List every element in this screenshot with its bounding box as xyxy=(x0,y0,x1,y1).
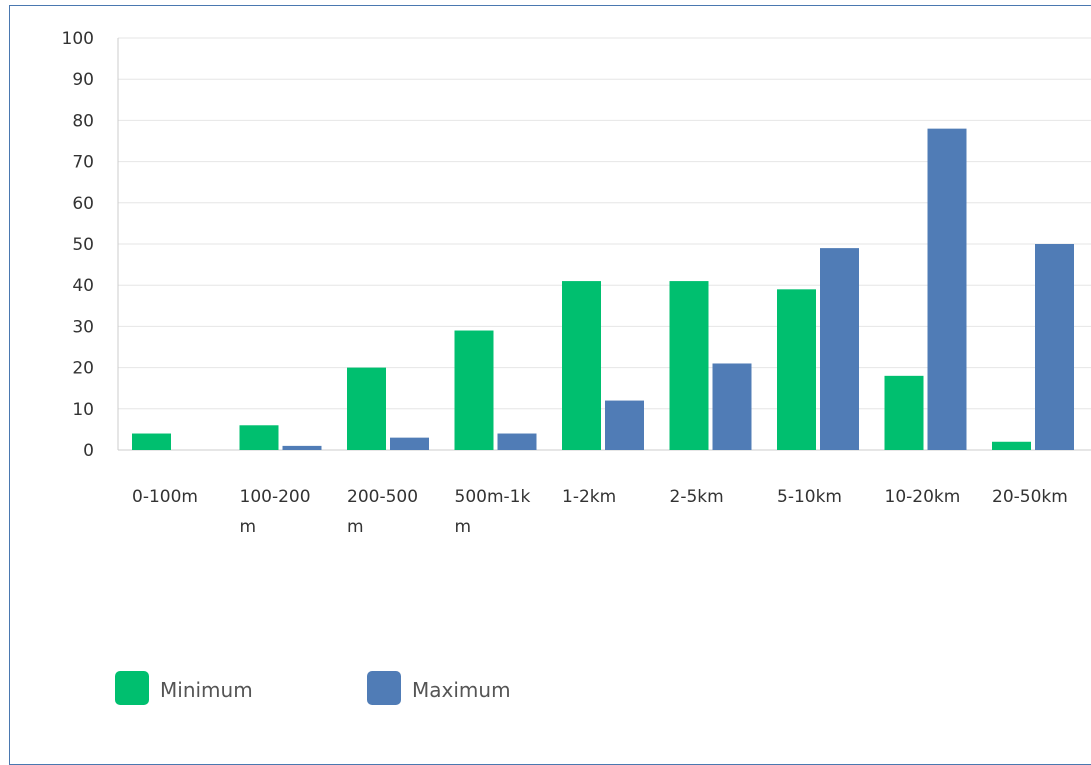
bar-minimum-10-20km[interactable] xyxy=(884,375,924,450)
bars xyxy=(132,128,1074,450)
y-tick-label: 0 xyxy=(83,441,94,461)
y-tick-label: 60 xyxy=(72,194,94,214)
grid-lines xyxy=(117,37,1091,451)
x-tick-label: 10-20km xyxy=(885,487,961,507)
bar-maximum-20-50km[interactable] xyxy=(1035,244,1074,450)
y-tick-label: 100 xyxy=(62,29,94,49)
y-tick-label: 10 xyxy=(72,400,94,420)
bar-maximum-500m-1km[interactable] xyxy=(497,433,537,450)
y-tick-label: 90 xyxy=(72,70,94,90)
bar-maximum-1-2km[interactable] xyxy=(605,400,644,450)
y-tick-label: 20 xyxy=(72,359,94,379)
bar-chart: 0 10 20 30 40 50 60 70 80 90 100 0-100m 100-200 m 200… xyxy=(62,29,1091,705)
y-tick-label: 40 xyxy=(72,276,94,296)
bar-maximum-200-500m[interactable] xyxy=(390,437,429,450)
y-tick-label: 50 xyxy=(72,235,94,255)
bar-minimum-20-50km[interactable] xyxy=(992,441,1031,450)
legend-label-maximum[interactable]: Maximum xyxy=(412,678,511,702)
x-tick-label: 1-2km xyxy=(562,487,616,507)
bar-maximum-10-20km[interactable] xyxy=(927,128,967,450)
bar-maximum-100-200m[interactable] xyxy=(282,445,322,450)
x-tick-label: 5-10km xyxy=(777,487,842,507)
x-tick-label: 500m-1k m xyxy=(455,487,531,537)
x-tick-label: 100-200 m xyxy=(240,487,311,537)
bar-minimum-200-500m[interactable] xyxy=(347,367,386,450)
legend-swatch-maximum[interactable] xyxy=(367,671,401,705)
y-tick-label: 30 xyxy=(72,317,94,337)
bar-maximum-5-10km[interactable] xyxy=(820,248,859,450)
bar-maximum-2-5km[interactable] xyxy=(712,363,752,450)
bar-minimum-1-2km[interactable] xyxy=(562,281,601,450)
bar-minimum-500m-1km[interactable] xyxy=(454,330,494,450)
y-axis-ticks: 0 10 20 30 40 50 60 70 80 90 100 xyxy=(62,29,94,461)
bar-minimum-0-100m[interactable] xyxy=(132,433,171,450)
x-tick-label: 2-5km xyxy=(670,487,724,507)
bar-minimum-2-5km[interactable] xyxy=(669,281,709,450)
bar-minimum-100-200m[interactable] xyxy=(239,425,279,450)
legend-label-minimum[interactable]: Minimum xyxy=(160,678,253,702)
y-tick-label: 80 xyxy=(72,111,94,131)
x-tick-label: 20-50km xyxy=(992,487,1068,507)
x-tick-label: 0-100m xyxy=(132,487,198,507)
legend-swatch-minimum[interactable] xyxy=(115,671,149,705)
y-tick-label: 70 xyxy=(72,153,94,173)
bar-minimum-5-10km[interactable] xyxy=(777,289,816,450)
legend[interactable]: Minimum Maximum xyxy=(115,671,511,705)
x-axis-labels: 0-100m 100-200 m 200-500 m 500m-1k m 1-2km 2-5km… xyxy=(132,487,1068,537)
x-tick-label: 200-500 m xyxy=(347,487,418,537)
